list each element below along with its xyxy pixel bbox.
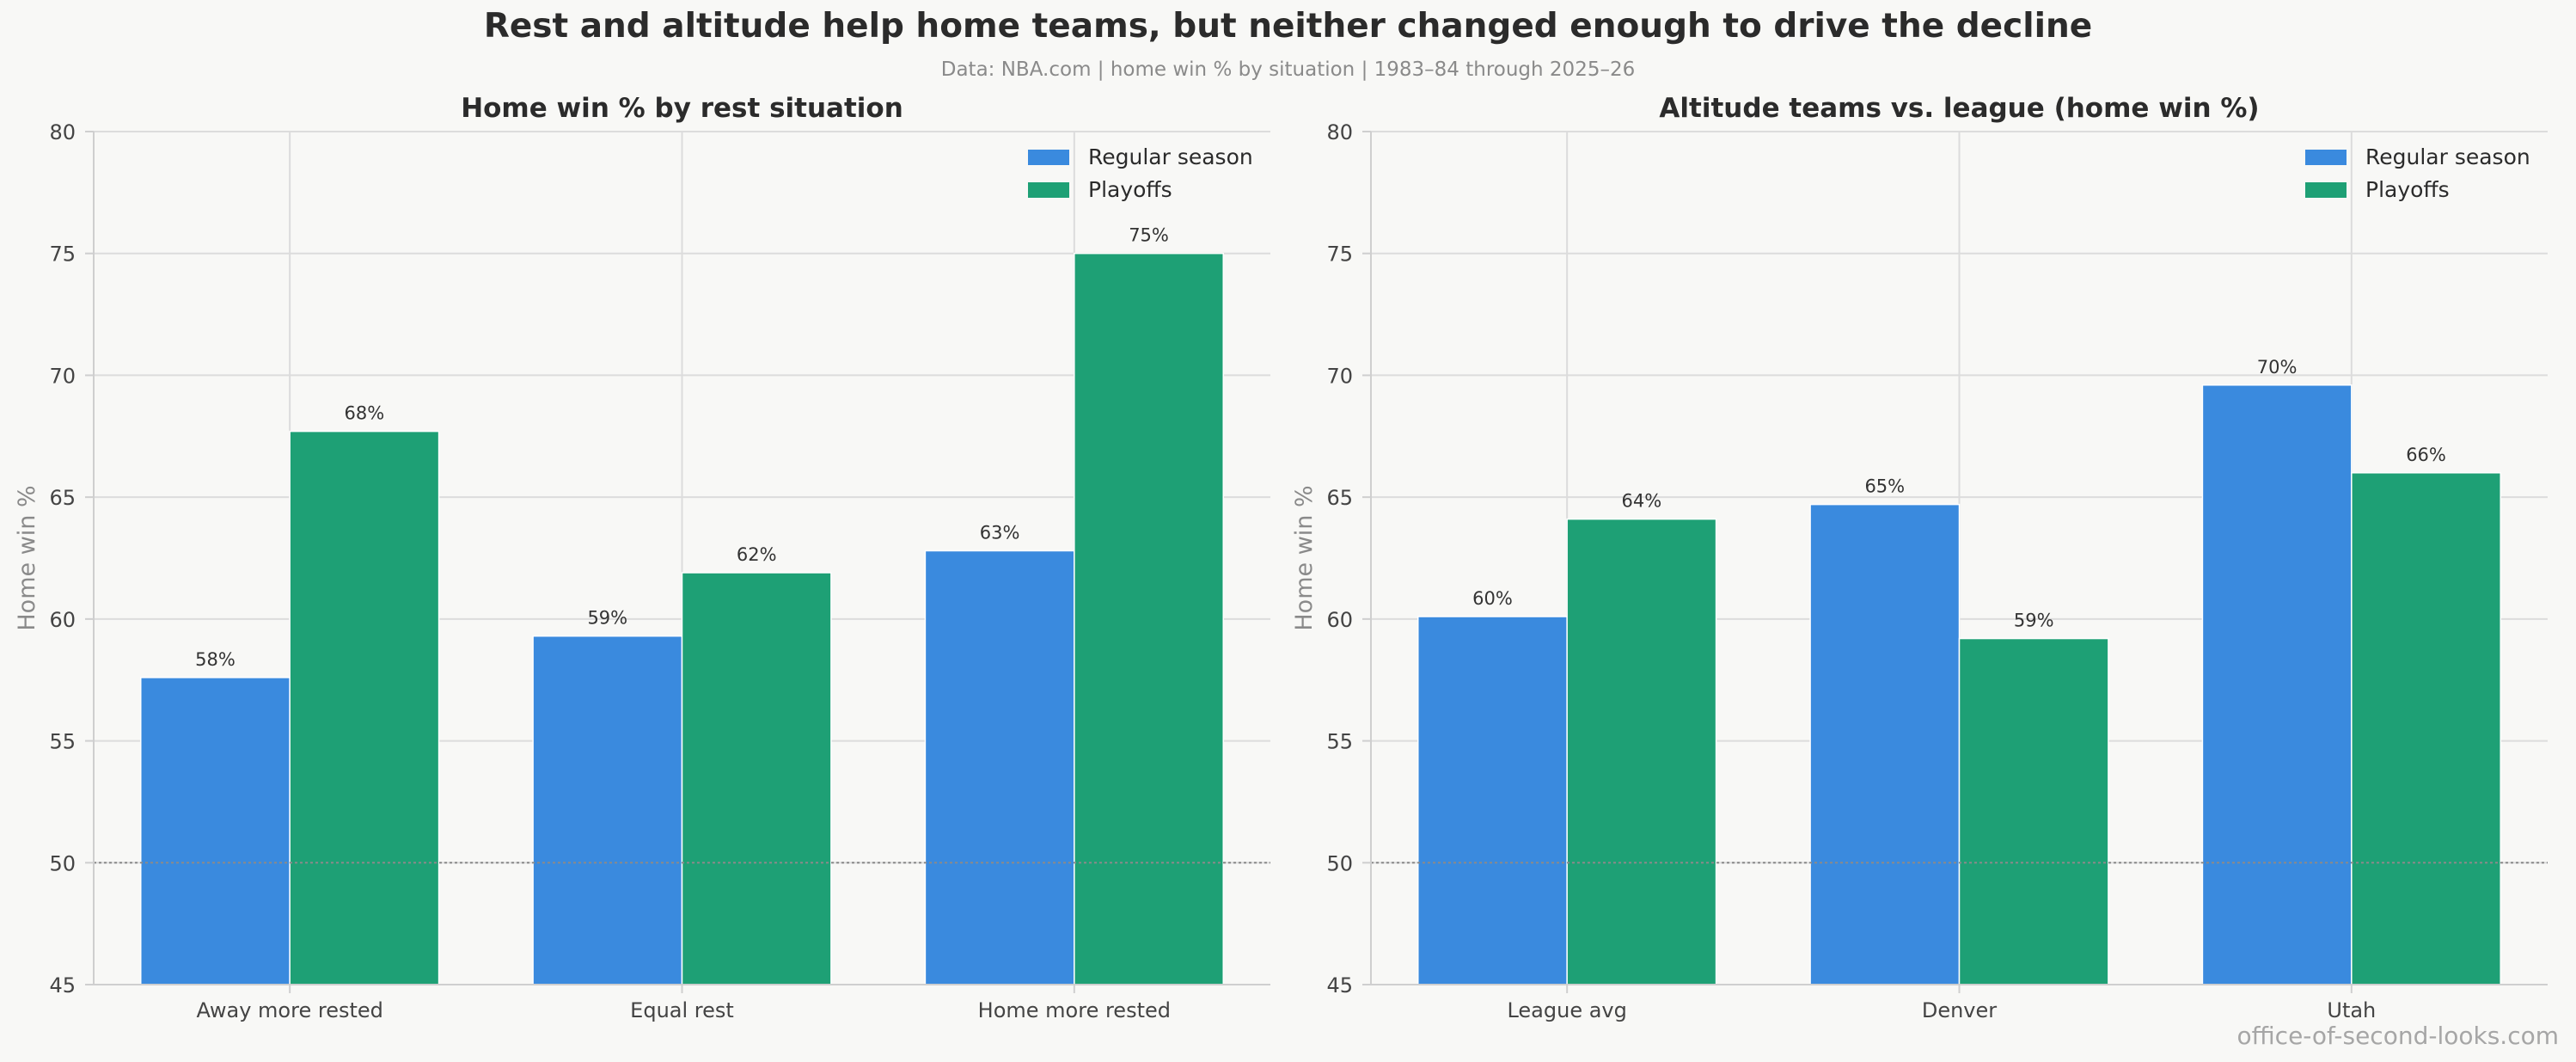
data-label: 60% — [1472, 588, 1513, 609]
bar-regular-season-away-more-rested — [140, 677, 291, 985]
bar-playoffs-utah — [2351, 472, 2501, 985]
data-label: 63% — [980, 522, 1020, 543]
legend-label: Regular season — [1088, 144, 1253, 169]
bar-playoffs-equal-rest — [681, 572, 832, 985]
panel-title: Altitude teams vs. league (home win %) — [1659, 93, 2259, 124]
data-label: 68% — [345, 403, 385, 424]
source-watermark: office-of-second-looks.com — [2236, 1022, 2559, 1050]
data-label: 58% — [195, 649, 236, 670]
rest-situation-chart: Home win % by rest situation 58% 59% 63% 68%… — [14, 93, 1270, 1022]
bar-regular-season-equal-rest — [532, 635, 683, 985]
y-tick-label: 75 — [1326, 242, 1353, 267]
y-tick-label: 80 — [49, 120, 76, 144]
y-tick-label: 65 — [1326, 486, 1353, 510]
y-tick-label: 45 — [49, 973, 76, 998]
data-label: 62% — [737, 544, 777, 565]
y-tick-label: 50 — [1326, 851, 1353, 875]
x-tick-label: Home more rested — [978, 998, 1171, 1022]
y-tick-label: 60 — [49, 608, 76, 632]
data-label: 64% — [1622, 491, 1662, 512]
y-axis-title: Home win % — [1291, 485, 1318, 630]
y-tick-label: 70 — [49, 364, 76, 388]
y-tick-label: 50 — [49, 851, 76, 875]
y-tick-label: 70 — [1326, 364, 1353, 388]
x-tick-label: Denver — [1922, 998, 1997, 1022]
data-label: 70% — [2257, 357, 2298, 378]
data-label: 66% — [2406, 445, 2446, 465]
bar-regular-season-league-avg — [1417, 616, 1568, 985]
bar-regular-season-home-more-rested — [924, 549, 1075, 985]
legend-label: Playoffs — [1088, 177, 1172, 202]
figure-subtitle: Data: NBA.com | home win % by situation … — [940, 58, 1636, 81]
data-label: 65% — [1864, 476, 1905, 497]
bar-playoffs-away-more-rested — [289, 430, 440, 985]
y-tick-label: 65 — [49, 486, 76, 510]
y-tick-label: 60 — [1326, 608, 1353, 632]
legend-swatch-playoffs — [2305, 182, 2347, 198]
legend-label: Playoffs — [2365, 177, 2450, 202]
bar-regular-season-utah — [2201, 384, 2353, 985]
bar-regular-season-denver — [1809, 503, 1961, 985]
legend-swatch-regular-season — [2305, 150, 2347, 165]
data-label: 59% — [587, 608, 627, 629]
altitude-chart: Altitude teams vs. league (home win %) 60… — [1291, 93, 2548, 1022]
legend-swatch-playoffs — [1028, 182, 1069, 198]
legend-label: Regular season — [2365, 144, 2530, 169]
y-tick-label: 75 — [49, 242, 76, 267]
figure-title: Rest and altitude help home teams, but n… — [483, 7, 2093, 46]
data-label: 75% — [1129, 225, 1169, 246]
x-tick-label: Equal rest — [630, 998, 734, 1022]
legend-swatch-regular-season — [1028, 150, 1069, 165]
x-tick-label: Away more rested — [196, 998, 382, 1022]
x-tick-label: Utah — [2327, 998, 2376, 1022]
y-axis-title: Home win % — [14, 485, 40, 630]
y-tick-label: 55 — [1326, 730, 1353, 754]
bar-playoffs-denver — [1958, 637, 2109, 985]
x-tick-label: League avg — [1507, 998, 1626, 1022]
bar-playoffs-league-avg — [1566, 518, 1717, 985]
bar-playoffs-home-more-rested — [1074, 252, 1224, 985]
y-tick-label: 80 — [1326, 120, 1353, 144]
y-tick-label: 45 — [1326, 973, 1353, 998]
data-label: 59% — [2014, 611, 2054, 631]
y-tick-label: 55 — [49, 730, 76, 754]
panel-title: Home win % by rest situation — [461, 93, 903, 124]
